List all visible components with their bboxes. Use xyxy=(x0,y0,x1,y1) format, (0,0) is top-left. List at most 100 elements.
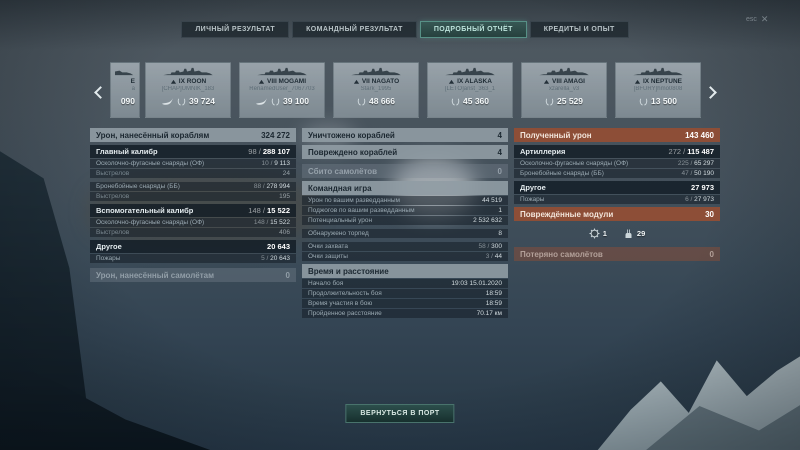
stat-label: Пожары xyxy=(96,255,121,262)
stat-value: 0 xyxy=(497,166,502,176)
stat-value: 3 / 44 xyxy=(486,253,502,260)
stat-row: Вспомогательный калибр 148 / 15 522 xyxy=(90,204,296,217)
stat-value: 195 xyxy=(279,193,290,200)
player-name: RenamedUser_7067703 xyxy=(249,86,315,92)
stat-row: Продолжительность боя 18:59 xyxy=(302,289,508,298)
steering-gear-icon xyxy=(589,228,600,238)
stat-row: Поджогов по вашим разведданным 1 xyxy=(302,206,508,215)
damage-row: 25 529 xyxy=(545,96,583,106)
close-icon: ✕ xyxy=(760,14,769,24)
stat-value-primary: 50 190 xyxy=(694,170,714,177)
stat-value-primary: 300 xyxy=(491,243,502,250)
stat-value: 148 / 15 522 xyxy=(248,206,290,215)
stat-label: Полученный урон xyxy=(520,130,592,140)
stat-label: Повреждённые модули xyxy=(520,209,614,219)
ship-card[interactable]: VII NAGATO Stark_1995 48 666 xyxy=(333,62,419,118)
ship-name: VIII MOGAMI xyxy=(267,78,306,85)
stat-label: Время участия в бою xyxy=(308,300,373,307)
module-count: 1 xyxy=(589,228,607,239)
ship-name: VII NAGATO xyxy=(361,78,400,85)
tab-team-result[interactable]: КОМАНДНЫЙ РЕЗУЛЬТАТ xyxy=(292,21,417,38)
ship-card[interactable]: VIII AMAGI xzarella_v3 25 529 xyxy=(521,62,607,118)
stat-label: Осколочно-фугасные снаряды (ОФ) xyxy=(520,160,629,167)
stat-value-secondary: 272 / xyxy=(668,147,688,156)
stat-value: 406 xyxy=(279,229,290,236)
stat-label: Осколочно-фугасные снаряды (ОФ) xyxy=(96,219,205,226)
stat-row: Главный калибр 98 / 288 107 xyxy=(90,145,296,158)
stat-value: 70.17 км xyxy=(476,310,502,317)
stat-value: 4 xyxy=(497,147,502,157)
stat-label: Выстрелов xyxy=(96,170,130,177)
stat-row: Пожары 5 / 20 643 xyxy=(90,254,296,263)
stat-value-secondary: 6 / xyxy=(685,196,695,203)
stats-column-damage-dealt: Урон, нанесённый кораблям 324 272 Главный … xyxy=(90,128,296,282)
damage-value: 45 360 xyxy=(463,96,489,106)
stat-value-secondary: 58 / xyxy=(478,243,492,250)
stats-column-damage-received: Полученный урон 143 460 Артиллерия 272 / 11… xyxy=(514,128,720,261)
stat-label: Другое xyxy=(96,242,122,251)
stat-value-primary: 115 487 xyxy=(687,147,714,156)
stat-label: Бронебойные снаряды (ББ) xyxy=(520,170,604,177)
stat-value-primary: 20 643 xyxy=(270,255,290,262)
stat-value: 143 460 xyxy=(685,130,714,140)
ship-class-icon xyxy=(353,79,359,84)
ship-card[interactable]: VIII MOGAMI RenamedUser_7067703 39 100 xyxy=(239,62,325,118)
stat-value: 20 643 xyxy=(267,242,290,251)
stat-label: Другое xyxy=(520,183,546,192)
stat-value: 148 / 15 522 xyxy=(254,219,290,226)
stat-row: Начало боя 19:03 15.01.2020 xyxy=(302,279,508,288)
player-name: Stark_1995 xyxy=(360,86,392,92)
stat-label: Начало боя xyxy=(308,280,344,287)
player-name: [CHAP]UMNIK_183 xyxy=(161,86,215,92)
ship-card-partial[interactable]: E a 090 xyxy=(110,62,140,118)
stat-row: Очки защиты 3 / 44 xyxy=(302,252,508,261)
tab-credits-xp[interactable]: КРЕДИТЫ И ОПЫТ xyxy=(529,21,629,38)
stat-value: 58 / 300 xyxy=(478,243,502,250)
damage-value: 48 666 xyxy=(369,96,395,106)
tab-personal-result[interactable]: ЛИЧНЫЙ РЕЗУЛЬТАТ xyxy=(181,21,290,38)
stat-value: 272 / 115 487 xyxy=(669,147,714,156)
stat-value-secondary: 10 / xyxy=(261,160,275,167)
ship-card[interactable]: IX ALASKA [LETO]anst_363_1 45 360 xyxy=(427,62,513,118)
stat-label: Обнаружено торпед xyxy=(308,230,369,237)
stat-value-primary: 288 107 xyxy=(262,147,290,156)
ship-class-icon xyxy=(258,79,265,84)
return-to-port-button[interactable]: ВЕРНУТЬСЯ В ПОРТ xyxy=(345,404,455,423)
damage-value: 25 529 xyxy=(557,96,583,106)
ship-class-icon xyxy=(543,79,550,84)
ship-silhouette-icon xyxy=(257,67,307,76)
esc-close-button[interactable]: esc ✕ xyxy=(746,14,768,25)
stat-label: Бронебойные снаряды (ББ) xyxy=(96,183,180,190)
damaged-modules-row: 1 29 xyxy=(514,223,720,243)
stat-value: 24 xyxy=(282,170,290,177)
ship-name-row: VIII MOGAMI xyxy=(258,78,306,85)
ship-silhouette-icon xyxy=(163,67,213,76)
ship-name: IX NEPTUNE xyxy=(642,78,682,85)
stat-value: 47 / 50 190 xyxy=(681,170,714,177)
damage-row: 39 724 xyxy=(161,96,215,106)
stat-value-primary: 27 973 xyxy=(694,196,714,203)
stat-row: Выстрелов 406 xyxy=(90,228,296,237)
stat-section-header: Время и расстояние xyxy=(302,264,508,278)
stat-row: Осколочно-фугасные снаряды (ОФ) 148 / 15 … xyxy=(90,218,296,227)
stat-row: Обнаружено торпед 8 xyxy=(302,229,508,238)
stat-row: Выстрелов 24 xyxy=(90,169,296,178)
stat-row: Бронебойные снаряды (ББ) 88 / 278 994 xyxy=(90,182,296,191)
tab-detailed-report[interactable]: ПОДРОБНЫЙ ОТЧЁТ xyxy=(419,21,527,38)
stat-label: Пройденное расстояние xyxy=(308,310,382,317)
ship-card[interactable]: IX ROON [CHAP]UMNIK_183 39 724 xyxy=(145,62,231,118)
stat-value-primary: 9 113 xyxy=(274,160,290,167)
ship-class-icon xyxy=(448,79,455,84)
ship-card[interactable]: IX NEPTUNE [BFURY]hmo0808 13 500 xyxy=(615,62,701,118)
stat-section-header: Потеряно самолётов 0 xyxy=(514,247,720,261)
module-count: 29 xyxy=(623,228,645,239)
tab-bar: ЛИЧНЫЙ РЕЗУЛЬТАТ КОМАНДНЫЙ РЕЗУЛЬТАТ ПОДРО… xyxy=(0,21,800,38)
stat-row: Пройденное расстояние 70.17 км xyxy=(302,309,508,318)
damage-row: 39 100 xyxy=(255,96,309,106)
stat-label: Урон, нанесённый кораблям xyxy=(96,130,210,140)
stat-label: Осколочно-фугасные снаряды (ОФ) xyxy=(96,160,205,167)
stat-label: Выстрелов xyxy=(96,193,130,200)
stat-label: Продолжительность боя xyxy=(308,290,382,297)
stat-value: 19:03 15.01.2020 xyxy=(451,280,502,287)
